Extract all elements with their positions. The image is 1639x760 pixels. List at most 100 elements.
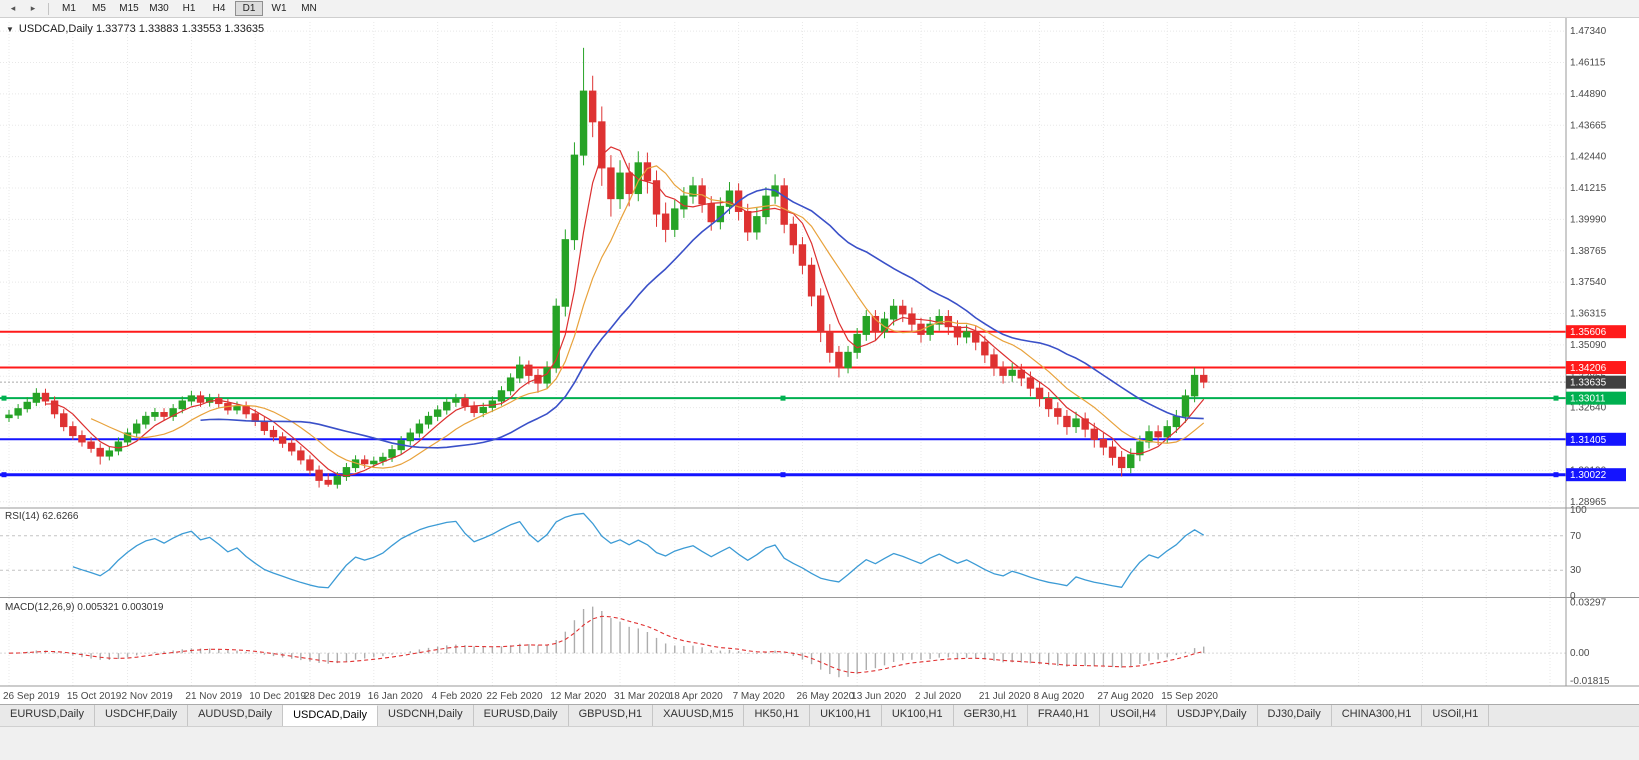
level-price-flag	[1566, 468, 1626, 482]
macd-scale-label: 0.00	[1570, 648, 1590, 659]
ma-fast-line	[45, 146, 1205, 477]
date-tick-label: 28 Dec 2019	[304, 691, 361, 702]
bid-price-label: 1.33635	[1570, 378, 1607, 389]
chart-tab-eurusd-daily[interactable]: EURUSD,Daily	[0, 705, 95, 726]
level-price-flag	[1566, 432, 1626, 446]
date-tick-label: 26 Sep 2019	[3, 691, 60, 702]
chart-tab-gbpusd-h1[interactable]: GBPUSD,H1	[568, 705, 654, 726]
period-button-w1[interactable]: W1	[271, 3, 287, 14]
chart-tab-uk100-h1[interactable]: UK100,H1	[881, 705, 954, 726]
date-tick-label: 4 Feb 2020	[432, 691, 483, 702]
line-handle[interactable]	[780, 472, 786, 478]
period-button-m15[interactable]: M15	[119, 3, 139, 14]
rsi-scale-label: 0	[1570, 591, 1576, 602]
price-tick-label: 1.37540	[1570, 277, 1607, 288]
date-tick-label: 10 Dec 2019	[249, 691, 306, 702]
price-tick-label: 1.41215	[1570, 183, 1607, 194]
chart-tab-dj30-daily[interactable]: DJ30,Daily	[1257, 705, 1332, 726]
chart-tab-eurusd-daily[interactable]: EURUSD,Daily	[473, 705, 569, 726]
timeframe-buttons: M1 M5 M15 M30 H1 H4 D1 W1 MN	[54, 1, 324, 16]
chart-tab-fra40-h1[interactable]: FRA40,H1	[1027, 705, 1101, 726]
macd-scale-label: -0.01815	[1570, 676, 1610, 687]
rsi-scale-label: 70	[1570, 531, 1582, 542]
chart-tab-usoil-h4[interactable]: USOil,H4	[1100, 705, 1168, 726]
scroll-right-icon[interactable]: ▸	[30, 3, 36, 13]
macd-indicator-label: MACD(12,26,9) 0.005321 0.003019	[5, 602, 164, 613]
period-button-m30[interactable]: M30	[149, 3, 169, 14]
level-price-flag	[1566, 361, 1626, 375]
chart-tab-usoil-h1[interactable]: USOil,H1	[1422, 705, 1490, 726]
chart-tab-hk50-h1[interactable]: HK50,H1	[744, 705, 811, 726]
price-tick-label: 1.35090	[1570, 340, 1607, 351]
chart-tab-usdjpy-daily[interactable]: USDJPY,Daily	[1167, 705, 1258, 726]
date-tick-label: 2 Jul 2020	[915, 691, 962, 702]
panel-separators	[0, 18, 1639, 687]
date-tick-label: 8 Aug 2020	[1034, 691, 1085, 702]
date-tick-label: 12 Mar 2020	[550, 691, 607, 702]
chart-tab-china300-h1[interactable]: CHINA300,H1	[1331, 705, 1423, 726]
chart-tab-ger30-h1[interactable]: GER30,H1	[953, 705, 1028, 726]
period-button-h1[interactable]: H1	[182, 3, 196, 14]
price-tick-label: 1.44890	[1570, 89, 1607, 100]
level-price-label: 1.30022	[1570, 470, 1607, 481]
chart-tab-usdcnh-daily[interactable]: USDCNH,Daily	[378, 705, 474, 726]
chart-ohlc-values: 1.33773 1.33883 1.33553 1.33635	[95, 23, 265, 35]
date-tick-label: 27 Aug 2020	[1097, 691, 1154, 702]
price-tick-label: 1.42440	[1570, 152, 1607, 163]
price-tick-label: 1.32640	[1570, 403, 1607, 414]
date-tick-label: 21 Nov 2019	[185, 691, 242, 702]
level-price-label: 1.34206	[1570, 363, 1607, 374]
period-button-m1[interactable]: M1	[62, 3, 76, 14]
macd-scale-label: 0.03297	[1570, 597, 1607, 608]
line-handle[interactable]	[1, 395, 7, 401]
price-tick-label: 1.39990	[1570, 214, 1607, 225]
date-tick-label: 15 Sep 2020	[1161, 691, 1218, 702]
level-price-label: 1.33011	[1570, 394, 1606, 405]
rsi-scale-label: 100	[1570, 505, 1587, 516]
date-tick-label: 16 Jan 2020	[368, 691, 423, 702]
chart-symbol-period: USDCAD,Daily	[18, 23, 93, 35]
price-chart[interactable]: 1.47340 1.46115 1.44890 1.43665 1.42440 1.412…	[0, 18, 1639, 704]
date-tick-label: 26 May 2020	[796, 691, 854, 702]
line-handle[interactable]	[1553, 395, 1559, 401]
date-tick-label: 7 May 2020	[733, 691, 786, 702]
date-tick-label: 2 Nov 2019	[122, 691, 174, 702]
price-tick-label: 1.36315	[1570, 309, 1607, 320]
date-tick-label: 31 Mar 2020	[614, 691, 671, 702]
chart-tab-usdcad-daily[interactable]: USDCAD,Daily	[283, 705, 379, 726]
chart-window[interactable]: 1.47340 1.46115 1.44890 1.43665 1.42440 1.412…	[0, 18, 1639, 704]
line-handle[interactable]	[780, 395, 786, 401]
quick-trade-arrow-icon[interactable]: ▼	[6, 25, 14, 34]
level-price-flag	[1566, 391, 1626, 405]
date-tick-label: 13 Jun 2020	[851, 691, 906, 702]
price-tick-label: 1.43665	[1570, 120, 1607, 131]
indicators-layer	[0, 512, 1566, 678]
toolbar-separator	[48, 2, 49, 15]
chart-tab-bar: EURUSD,Daily USDCHF,Daily AUDUSD,Daily USDC…	[0, 704, 1639, 726]
period-button-h4[interactable]: H4	[212, 3, 226, 14]
levels-layer	[0, 330, 1566, 478]
chart-tab-xauusd-m15[interactable]: XAUUSD,M15	[653, 705, 745, 726]
period-button-m5[interactable]: M5	[92, 3, 106, 14]
rsi-indicator-label: RSI(14) 62.6266	[5, 511, 79, 522]
rsi-scale-label: 30	[1570, 565, 1582, 576]
level-price-label: 1.35606	[1570, 327, 1607, 338]
moving-averages-layer	[45, 146, 1205, 477]
ma-medium-line	[90, 165, 1205, 469]
period-button-mn[interactable]: MN	[301, 3, 317, 14]
rsi-line	[72, 512, 1205, 589]
line-handle[interactable]	[1, 472, 7, 478]
price-axis[interactable]: 1.47340 1.46115 1.44890 1.43665 1.42440 1.412…	[3, 26, 1626, 702]
chart-tab-uk100-h1[interactable]: UK100,H1	[810, 705, 882, 726]
macd-signal-line	[8, 615, 1204, 674]
candles-layer	[5, 47, 1208, 489]
period-toolbar: ◂ ▸ M1 M5 M15 M30 H1 H4 D1 W1 MN	[0, 0, 1639, 18]
chart-tab-usdchf-daily[interactable]: USDCHF,Daily	[94, 705, 189, 726]
price-tick-label: 1.47340	[1570, 26, 1607, 37]
period-button-d1[interactable]: D1	[235, 1, 263, 16]
bid-price-flag	[1566, 375, 1626, 389]
scroll-left-icon[interactable]: ◂	[10, 3, 16, 13]
line-handle[interactable]	[1553, 472, 1559, 478]
chart-tab-audusd-daily[interactable]: AUDUSD,Daily	[188, 705, 284, 726]
chart-title: ▼ USDCAD,Daily 1.33773 1.33883 1.33553 1.…	[6, 23, 264, 35]
